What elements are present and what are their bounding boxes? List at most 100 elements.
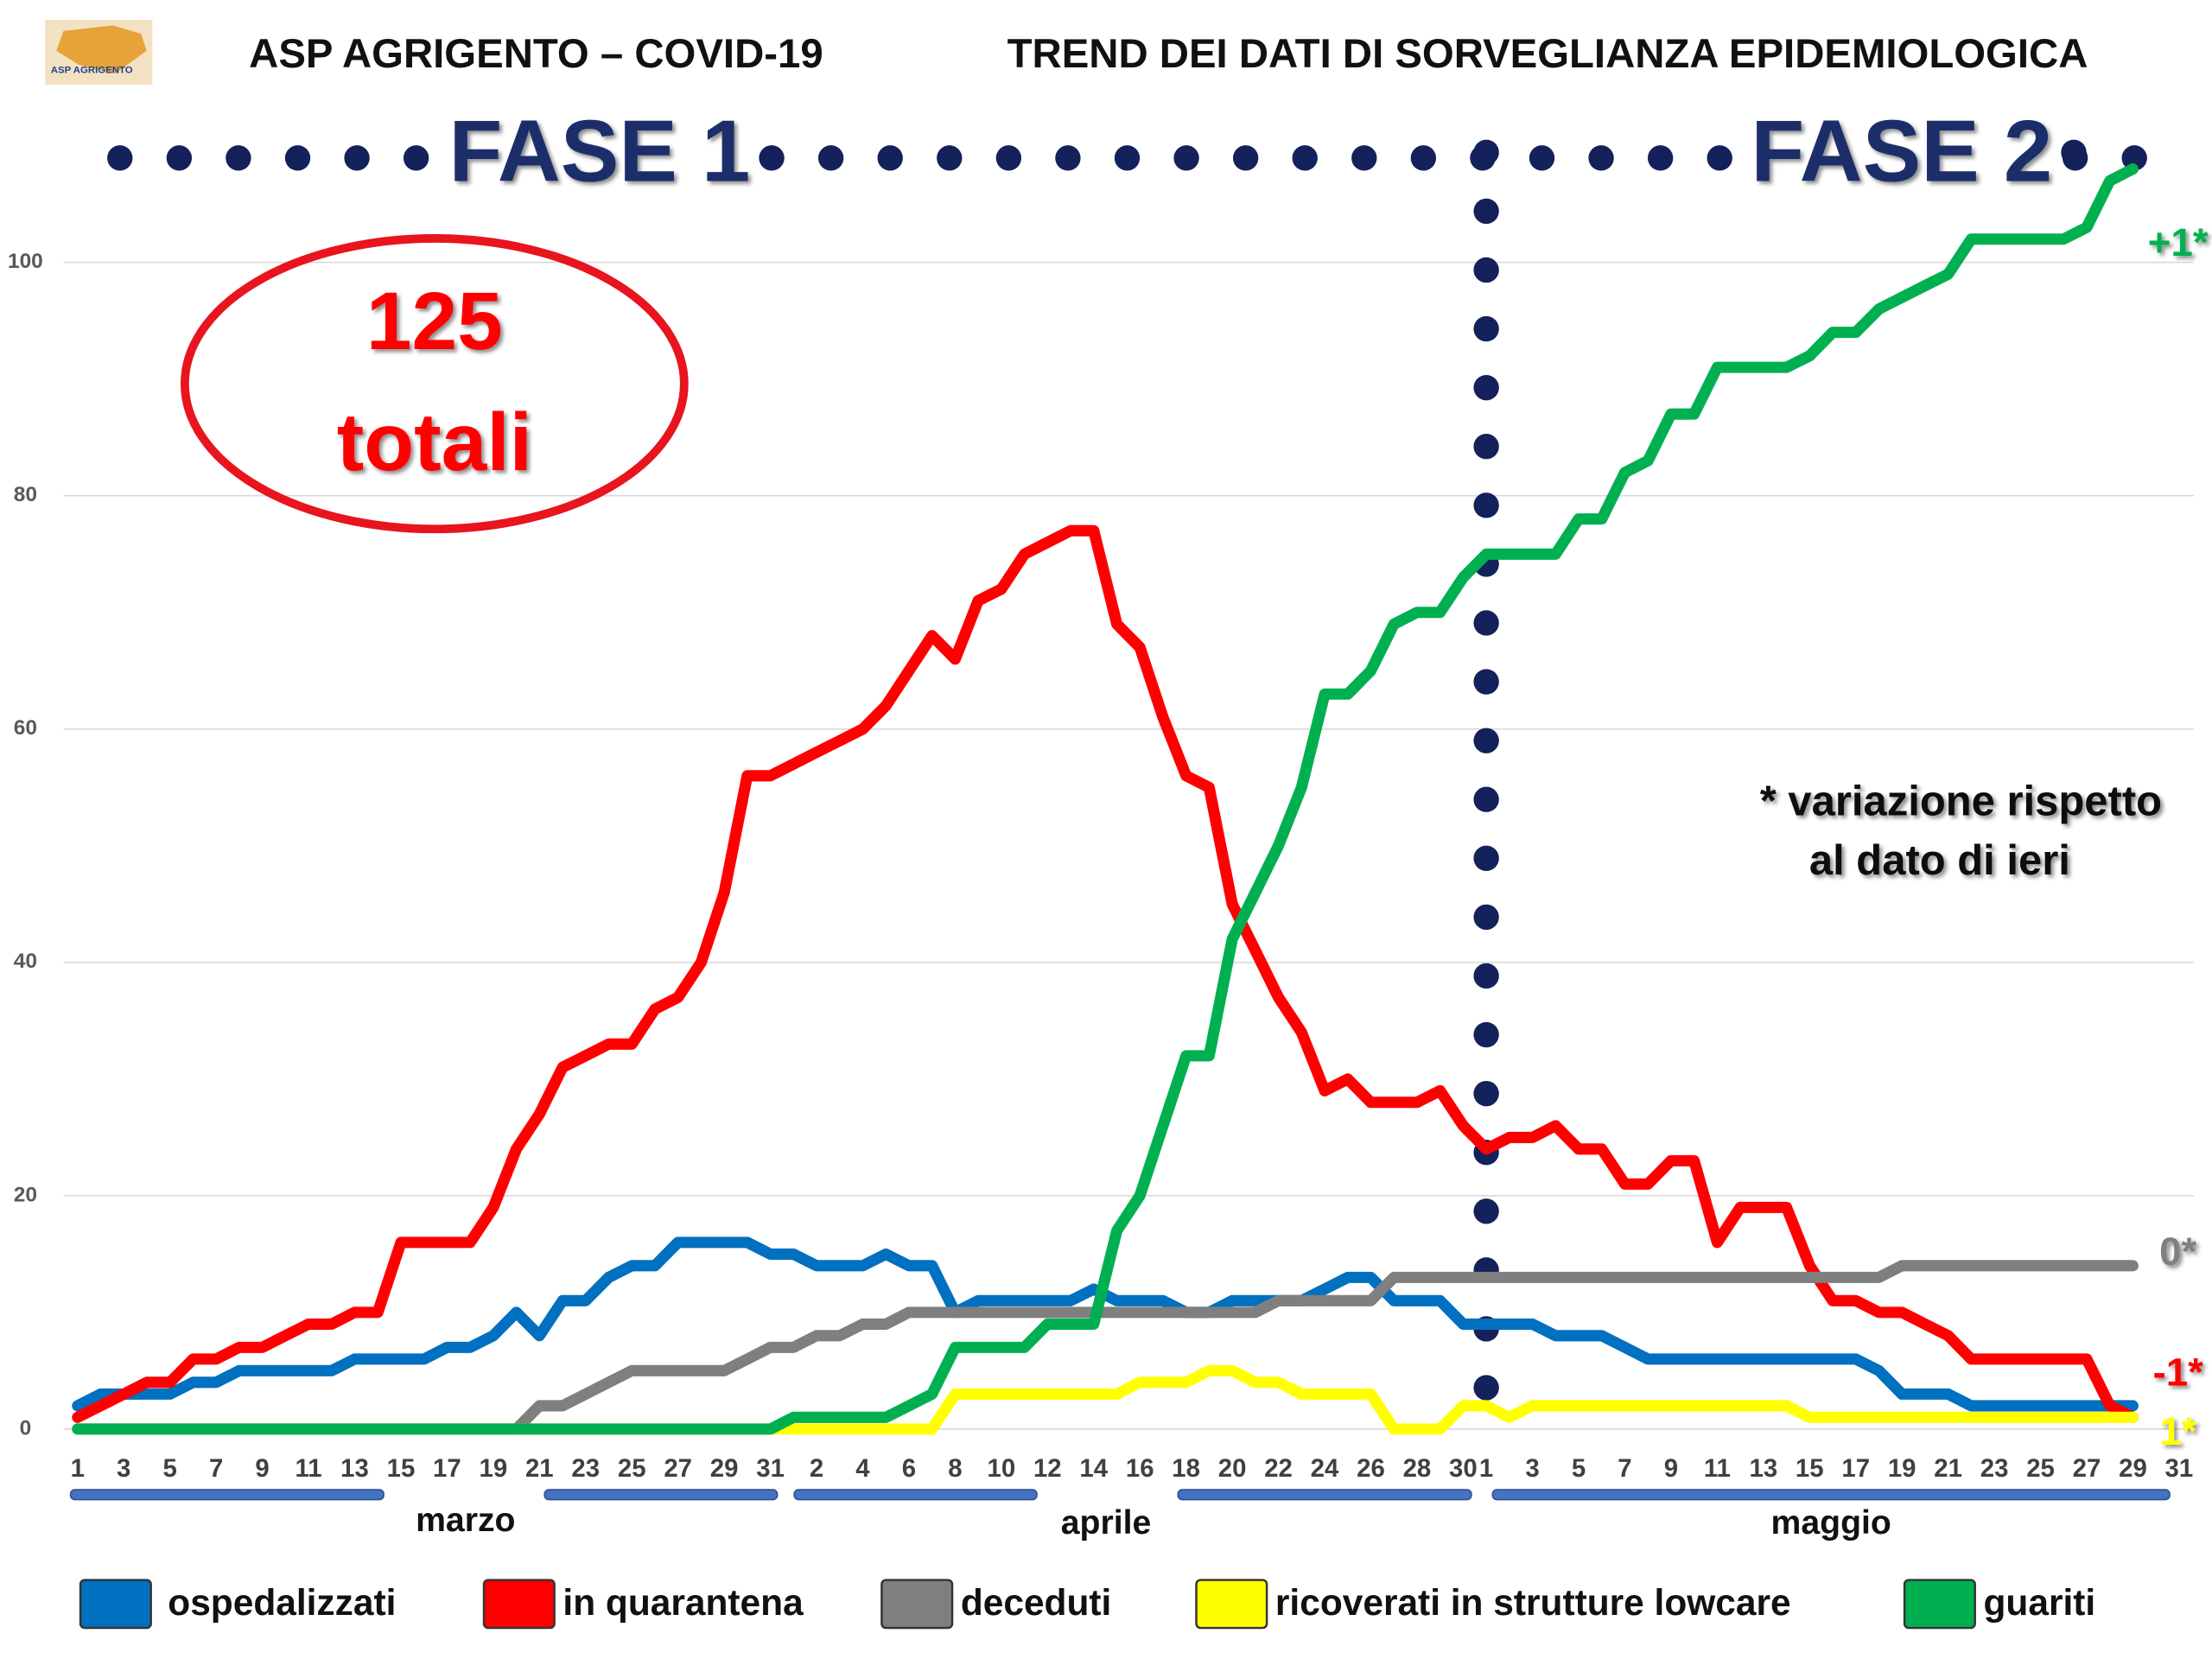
dot [1351, 145, 1377, 171]
x-tick-label: 23 [571, 1454, 600, 1483]
series-line [72, 1364, 2139, 1435]
dot [1473, 904, 1499, 931]
phase-dots [107, 139, 2147, 1401]
legend-swatch [482, 1579, 556, 1630]
dot [1707, 145, 1732, 171]
dot [1473, 845, 1499, 872]
legend-swatch [79, 1579, 152, 1630]
x-tick-label: 4 [855, 1454, 870, 1483]
dot [1473, 434, 1499, 460]
x-tick-label: 11 [296, 1454, 322, 1483]
y-tick-label: 20 [14, 1183, 37, 1206]
month-label: maggio [1771, 1504, 1891, 1541]
x-tick-label: 7 [1618, 1454, 1631, 1483]
dot [107, 145, 133, 171]
dot [1114, 145, 1141, 171]
x-tick-label: 3 [117, 1454, 130, 1483]
legend-swatch [1903, 1579, 1976, 1630]
dot [2061, 139, 2087, 166]
dot [1473, 786, 1499, 812]
series-line [72, 524, 2139, 1423]
legend: ospedalizzati in quarantena deceduti ricove… [79, 1579, 2096, 1630]
dot [1173, 145, 1199, 171]
dot [1473, 1198, 1499, 1224]
dot [166, 145, 193, 171]
legend-label: ricoverati in strutture lowcare [1275, 1582, 1791, 1623]
x-tick-label: 29 [2119, 1454, 2147, 1483]
month-bars [69, 1489, 2171, 1501]
series-line [72, 163, 2139, 1435]
x-tick-label: 12 [1033, 1454, 1062, 1483]
month-bar [1177, 1489, 1472, 1501]
x-tick-label: 31 [756, 1454, 785, 1483]
legend-swatch [880, 1579, 954, 1630]
x-tick-label: 15 [387, 1454, 416, 1483]
x-tick-label: 17 [433, 1454, 461, 1483]
x-tick-label: 8 [948, 1454, 962, 1483]
dot [1410, 145, 1437, 171]
x-tick-label: 22 [1264, 1454, 1293, 1483]
dot [1473, 315, 1499, 342]
x-tick-label: 24 [1311, 1454, 1339, 1483]
legend-label: deceduti [961, 1582, 1111, 1623]
x-tick-label: 30 [1449, 1454, 1478, 1483]
x-tick-label: 5 [1572, 1454, 1586, 1483]
x-tick-label: 25 [2026, 1454, 2055, 1483]
dot [1473, 493, 1499, 518]
y-tick-label: 0 [20, 1416, 32, 1440]
end-label: 1* [2159, 1409, 2196, 1453]
x-tick-label: 21 [525, 1454, 554, 1483]
end-label: -1* [2152, 1350, 2203, 1394]
x-tick-label: 2 [810, 1454, 823, 1483]
logo: ASP AGRIGENTO [45, 19, 153, 85]
dot [1292, 145, 1318, 171]
x-tick-label: 6 [902, 1454, 916, 1483]
x-tick-label: 21 [1934, 1454, 1962, 1483]
dot [1473, 1080, 1499, 1107]
dot [1473, 728, 1499, 753]
note: al dato di ieri [1809, 837, 2070, 884]
y-tick-label: 60 [14, 716, 37, 740]
x-tick-label: 3 [1525, 1454, 1539, 1483]
dot [759, 145, 785, 171]
legend-label: guariti [1984, 1582, 2096, 1623]
dot [1473, 1021, 1499, 1048]
x-tick-label: 9 [255, 1454, 269, 1483]
dot [403, 145, 429, 171]
x-tick-label: 23 [1980, 1454, 2009, 1483]
dot [1473, 257, 1499, 283]
dot [1473, 610, 1499, 636]
legend-label: in quarantena [563, 1582, 804, 1623]
y-tick-label: 40 [14, 950, 37, 973]
dot [1647, 145, 1674, 171]
x-tick-label: 26 [1357, 1454, 1385, 1483]
x-tick-label: 16 [1126, 1454, 1154, 1483]
dot [1473, 963, 1499, 989]
x-tick-label: 28 [1403, 1454, 1432, 1483]
x-tick-label: 27 [2073, 1454, 2101, 1483]
x-tick-label: 13 [1749, 1454, 1777, 1483]
dot [1473, 198, 1499, 225]
dot [877, 145, 903, 171]
month-bar [793, 1489, 1038, 1501]
dot [1473, 139, 1499, 166]
x-tick-label: 10 [988, 1454, 1016, 1483]
y-tick-label: 80 [14, 483, 37, 506]
x-tick-label: 17 [1841, 1454, 1870, 1483]
legend-label: ospedalizzati [168, 1582, 396, 1623]
phase-label: FASE 2 [1751, 103, 2052, 200]
x-tick-label: 9 [1664, 1454, 1678, 1483]
dot [817, 145, 844, 171]
dot [1473, 1375, 1499, 1401]
x-tick-label: 15 [1796, 1454, 1824, 1483]
dot [344, 145, 370, 171]
dot [937, 145, 963, 171]
dot [284, 145, 311, 171]
end-label: 0* [2159, 1230, 2196, 1274]
note: * variazione rispetto [1760, 779, 2162, 825]
x-tick-label: 1 [71, 1454, 85, 1483]
legend-swatch [1195, 1579, 1268, 1630]
x-tick-label: 13 [340, 1454, 369, 1483]
